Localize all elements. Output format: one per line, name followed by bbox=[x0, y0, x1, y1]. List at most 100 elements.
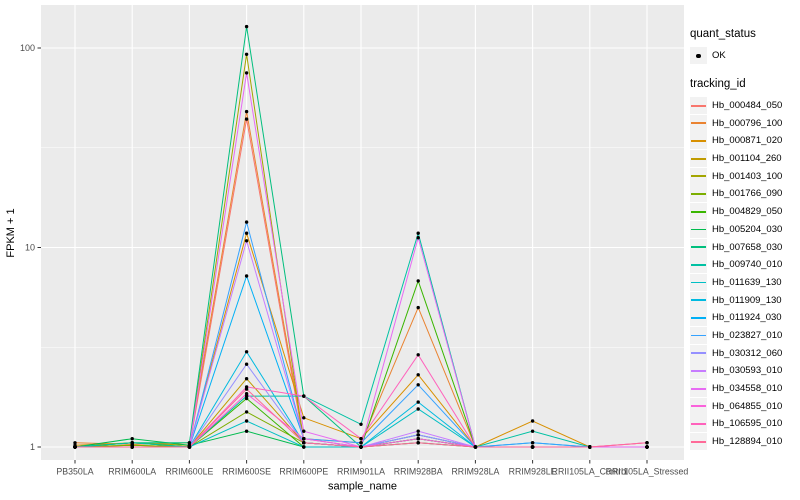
legend-item-label: OK bbox=[712, 50, 726, 62]
data-point bbox=[302, 445, 306, 449]
line-key-icon bbox=[690, 185, 707, 203]
legend-item-label: Hb_011909_130 bbox=[712, 294, 782, 306]
data-point bbox=[244, 396, 249, 401]
legend-item-Hb_034558_010[interactable]: Hb_034558_010 bbox=[690, 380, 798, 398]
data-point bbox=[530, 429, 535, 433]
data-point bbox=[244, 231, 249, 235]
series-color-swatch bbox=[691, 246, 706, 249]
legend-item-Hb_004829_050[interactable]: Hb_004829_050 bbox=[690, 203, 798, 221]
data-point bbox=[416, 279, 420, 283]
legend-item-ok[interactable]: OK bbox=[690, 47, 798, 65]
line-key-icon bbox=[690, 97, 707, 115]
legend-item-Hb_001766_090[interactable]: Hb_001766_090 bbox=[690, 185, 798, 203]
x-tick-label: RRII105LA_Control bbox=[552, 467, 628, 477]
data-point bbox=[244, 24, 249, 29]
line-key-icon bbox=[690, 203, 707, 221]
data-point bbox=[187, 441, 192, 445]
line-key-icon bbox=[690, 433, 707, 451]
series-color-swatch bbox=[691, 140, 706, 142]
x-tick-label: RRIM928BA bbox=[394, 467, 443, 477]
legend-item-Hb_005204_030[interactable]: Hb_005204_030 bbox=[690, 220, 798, 239]
legend-title-tracking-id: tracking_id bbox=[690, 77, 746, 90]
legend-item-Hb_106595_010[interactable]: Hb_106595_010 bbox=[690, 415, 798, 433]
line-key-icon bbox=[690, 344, 707, 362]
legend-item-Hb_009740_010[interactable]: Hb_009740_010 bbox=[690, 256, 798, 274]
legend-item-Hb_011924_030[interactable]: Hb_011924_030 bbox=[690, 309, 798, 327]
legend-item-label: Hb_064855_010 bbox=[712, 400, 783, 412]
line-key-icon bbox=[690, 326, 707, 344]
data-point bbox=[244, 387, 249, 391]
line-key-icon bbox=[690, 114, 707, 132]
legend-item-Hb_007658_030[interactable]: Hb_007658_030 bbox=[690, 238, 798, 256]
legend-item-label: Hb_004829_050 bbox=[712, 206, 783, 218]
legend-item-Hb_001104_260[interactable]: Hb_001104_260 bbox=[690, 150, 798, 168]
legend-item-label: Hb_000484_050 bbox=[712, 100, 783, 112]
series-color-swatch bbox=[691, 210, 706, 213]
data-point bbox=[416, 429, 420, 433]
data-point bbox=[416, 353, 420, 357]
legend-item-Hb_023827_010[interactable]: Hb_023827_010 bbox=[690, 326, 798, 345]
series-color-swatch bbox=[691, 352, 706, 355]
series-color-swatch bbox=[691, 405, 706, 408]
line-key-icon bbox=[690, 309, 707, 327]
data-point bbox=[473, 445, 478, 449]
data-point bbox=[359, 437, 363, 441]
line-key-icon bbox=[690, 256, 707, 274]
line-key-icon bbox=[690, 415, 707, 433]
legend-item-label: Hb_001766_090 bbox=[712, 188, 783, 200]
data-point bbox=[359, 445, 363, 449]
data-point bbox=[416, 373, 420, 377]
legend-item-Hb_001403_100[interactable]: Hb_001403_100 bbox=[690, 167, 798, 185]
legend-item-Hb_000796_100[interactable]: Hb_000796_100 bbox=[690, 114, 798, 132]
y-tick-label: 100 bbox=[20, 43, 35, 53]
legend-item-Hb_011639_130[interactable]: Hb_011639_130 bbox=[690, 273, 798, 292]
data-point bbox=[416, 305, 420, 310]
data-point bbox=[244, 362, 249, 366]
series-color-swatch bbox=[691, 281, 706, 284]
legend-item-label: Hb_030312_060 bbox=[712, 347, 783, 359]
data-point bbox=[244, 109, 249, 114]
legend-item-label: Hb_000871_020 bbox=[712, 135, 783, 147]
legend-entries: Hb_000484_050 Hb_000796_100 Hb_000871_020 H… bbox=[690, 97, 798, 451]
legend-item-label: Hb_106595_010 bbox=[712, 418, 783, 430]
legend-item-Hb_030312_060[interactable]: Hb_030312_060 bbox=[690, 344, 798, 362]
series-color-swatch bbox=[691, 387, 706, 390]
data-point bbox=[73, 441, 77, 445]
legend-item-Hb_030593_010[interactable]: Hb_030593_010 bbox=[690, 362, 798, 380]
series-color-swatch bbox=[691, 334, 706, 337]
data-point bbox=[244, 377, 249, 381]
data-point bbox=[244, 117, 249, 121]
line-key-icon bbox=[690, 291, 707, 309]
data-point bbox=[187, 445, 192, 449]
panel-background bbox=[41, 5, 684, 460]
line-key-icon bbox=[690, 380, 707, 398]
data-point bbox=[244, 350, 249, 354]
x-tick-label: RRIM600LE bbox=[165, 467, 213, 477]
series-color-swatch bbox=[691, 370, 706, 372]
data-point bbox=[244, 394, 249, 398]
legend-item-Hb_000871_020[interactable]: Hb_000871_020 bbox=[690, 132, 798, 150]
data-point bbox=[73, 445, 77, 449]
data-point bbox=[130, 437, 134, 441]
data-point bbox=[244, 392, 249, 396]
point-key-icon bbox=[690, 47, 707, 65]
series-color-swatch bbox=[691, 440, 706, 443]
legend-item-label: Hb_128894_010 bbox=[712, 436, 783, 448]
legend-item-label: Hb_000796_100 bbox=[712, 117, 783, 129]
data-point bbox=[359, 422, 363, 426]
data-point bbox=[302, 429, 306, 433]
legend-item-Hb_000484_050[interactable]: Hb_000484_050 bbox=[690, 97, 798, 115]
x-tick-label: RRII105LA_Stressed bbox=[606, 467, 689, 477]
legend-item-Hb_011909_130[interactable]: Hb_011909_130 bbox=[690, 291, 798, 309]
data-point bbox=[302, 441, 306, 445]
legend-item-Hb_064855_010[interactable]: Hb_064855_010 bbox=[690, 397, 798, 415]
legend-item-label: Hb_001403_100 bbox=[712, 170, 783, 182]
legend-item-Hb_128894_010[interactable]: Hb_128894_010 bbox=[690, 433, 798, 451]
data-point bbox=[416, 231, 420, 235]
legend-item-label: Hb_005204_030 bbox=[712, 223, 783, 235]
series-color-swatch bbox=[691, 299, 706, 302]
series-color-swatch bbox=[691, 228, 706, 231]
legend: quant_status OK tracking_id Hb_000484_05… bbox=[690, 28, 798, 451]
